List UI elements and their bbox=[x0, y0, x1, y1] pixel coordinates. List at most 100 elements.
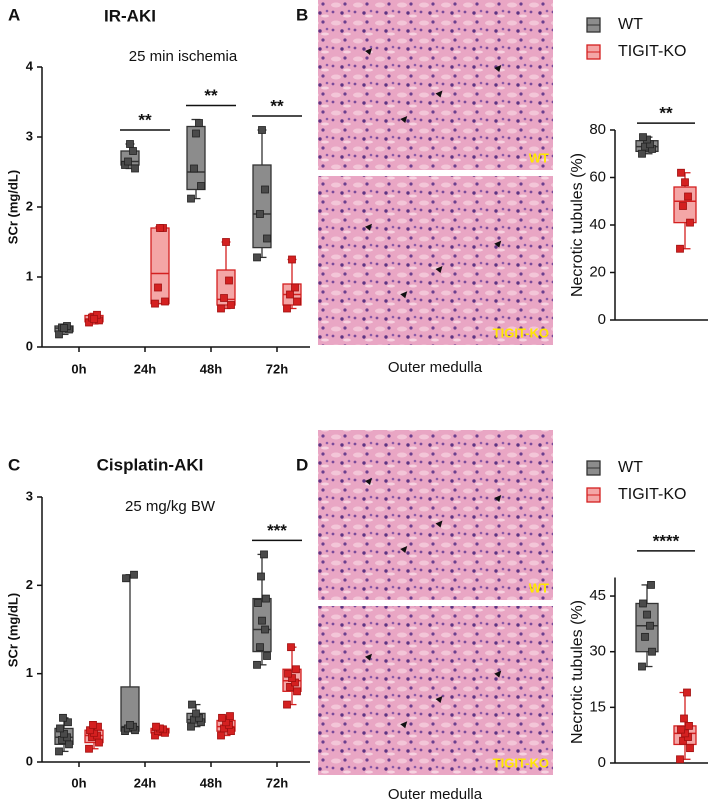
arrow-marker bbox=[365, 478, 372, 485]
x-tick-label: 0h bbox=[71, 361, 86, 376]
significance-label: ** bbox=[138, 110, 152, 129]
micrograph bbox=[318, 606, 553, 775]
data-point bbox=[55, 747, 63, 756]
data-point bbox=[59, 713, 67, 722]
micrograph bbox=[318, 430, 553, 600]
data-point bbox=[187, 194, 195, 203]
data-point bbox=[95, 738, 103, 747]
data-point bbox=[217, 304, 225, 313]
data-point bbox=[639, 599, 647, 608]
significance-label: **** bbox=[653, 531, 680, 550]
data-point bbox=[261, 625, 269, 634]
data-point bbox=[686, 744, 694, 753]
data-point bbox=[90, 315, 98, 323]
y-tick-label: 3 bbox=[26, 128, 33, 143]
data-point bbox=[126, 140, 134, 148]
data-point bbox=[256, 643, 264, 652]
data-point bbox=[681, 178, 689, 187]
arrow-marker bbox=[494, 495, 502, 502]
y-tick-label: 2 bbox=[26, 198, 33, 213]
data-point bbox=[286, 290, 294, 299]
data-point bbox=[258, 126, 266, 134]
x-tick-label: 48h bbox=[200, 361, 222, 376]
significance-label: ** bbox=[659, 104, 673, 123]
legend-label: TIGIT-KO bbox=[618, 486, 686, 503]
arrow-marker bbox=[494, 65, 502, 72]
data-point bbox=[192, 709, 200, 718]
data-point bbox=[638, 662, 646, 671]
data-point bbox=[187, 722, 195, 731]
data-point bbox=[260, 550, 268, 559]
arrow-marker bbox=[400, 291, 408, 299]
y-tick-label: 20 bbox=[589, 263, 606, 280]
data-point bbox=[286, 683, 294, 691]
caption: Outer medulla bbox=[388, 786, 483, 802]
data-point bbox=[124, 157, 132, 166]
micrograph-label: TIGIT-KO bbox=[493, 325, 549, 340]
arrow-marker bbox=[435, 90, 443, 98]
data-point bbox=[679, 202, 687, 210]
data-point bbox=[676, 755, 684, 764]
arrow-marker bbox=[435, 520, 443, 528]
data-point bbox=[288, 674, 296, 682]
y-tick-label: 60 bbox=[589, 168, 606, 185]
data-point bbox=[680, 714, 688, 723]
data-point bbox=[225, 276, 233, 285]
arrow-marker bbox=[365, 653, 372, 661]
data-point bbox=[257, 572, 265, 581]
data-point bbox=[293, 687, 301, 696]
x-tick-label: 24h bbox=[134, 361, 156, 376]
caption: Outer medulla bbox=[388, 359, 483, 376]
y-tick-label: 4 bbox=[26, 58, 34, 73]
data-point bbox=[261, 185, 269, 194]
data-point bbox=[676, 244, 684, 253]
x-tick-label: 0h bbox=[71, 775, 86, 790]
data-point bbox=[641, 632, 649, 641]
y-axis-label: SCr (mg/dL) bbox=[5, 593, 20, 667]
data-point bbox=[60, 729, 68, 738]
data-point bbox=[253, 253, 261, 262]
data-point bbox=[129, 147, 137, 155]
data-point bbox=[685, 722, 693, 730]
significance-label: *** bbox=[267, 521, 287, 540]
arrow-marker bbox=[435, 695, 443, 703]
chart-title: IR-AKI bbox=[104, 6, 156, 25]
data-point bbox=[122, 574, 130, 583]
data-point bbox=[154, 283, 162, 292]
box bbox=[150, 227, 170, 305]
panel-letter: C bbox=[8, 455, 20, 474]
data-point bbox=[64, 718, 72, 727]
data-point bbox=[220, 294, 228, 302]
data-point bbox=[291, 283, 299, 292]
arrow-marker bbox=[494, 670, 502, 678]
data-point bbox=[152, 722, 160, 731]
arrow-marker bbox=[400, 546, 408, 553]
significance-label: ** bbox=[204, 86, 218, 105]
data-point bbox=[683, 688, 691, 697]
data-point bbox=[222, 238, 230, 246]
y-tick-label: 2 bbox=[26, 577, 33, 592]
data-point bbox=[253, 660, 261, 669]
chart-subtitle: 25 min ischemia bbox=[129, 48, 238, 65]
significance-label: ** bbox=[270, 96, 284, 115]
y-tick-label: 80 bbox=[589, 121, 606, 138]
y-tick-label: 15 bbox=[589, 698, 606, 715]
arrow-marker bbox=[400, 116, 408, 123]
y-tick-label: 40 bbox=[589, 216, 606, 233]
x-tick-label: 24h bbox=[134, 775, 156, 790]
micrograph-label: WT bbox=[529, 150, 549, 165]
data-point bbox=[643, 610, 651, 619]
data-point bbox=[646, 621, 654, 630]
panel-letter: B bbox=[296, 5, 308, 24]
data-point bbox=[288, 255, 296, 264]
data-point bbox=[647, 581, 655, 589]
data-point bbox=[639, 133, 647, 142]
data-point bbox=[263, 652, 271, 660]
x-tick-label: 72h bbox=[266, 361, 288, 376]
data-point bbox=[677, 725, 685, 734]
y-tick-label: 3 bbox=[26, 488, 33, 503]
data-point bbox=[197, 182, 205, 190]
panel-letter: D bbox=[296, 455, 308, 474]
data-point bbox=[283, 304, 291, 313]
data-point bbox=[256, 210, 264, 218]
